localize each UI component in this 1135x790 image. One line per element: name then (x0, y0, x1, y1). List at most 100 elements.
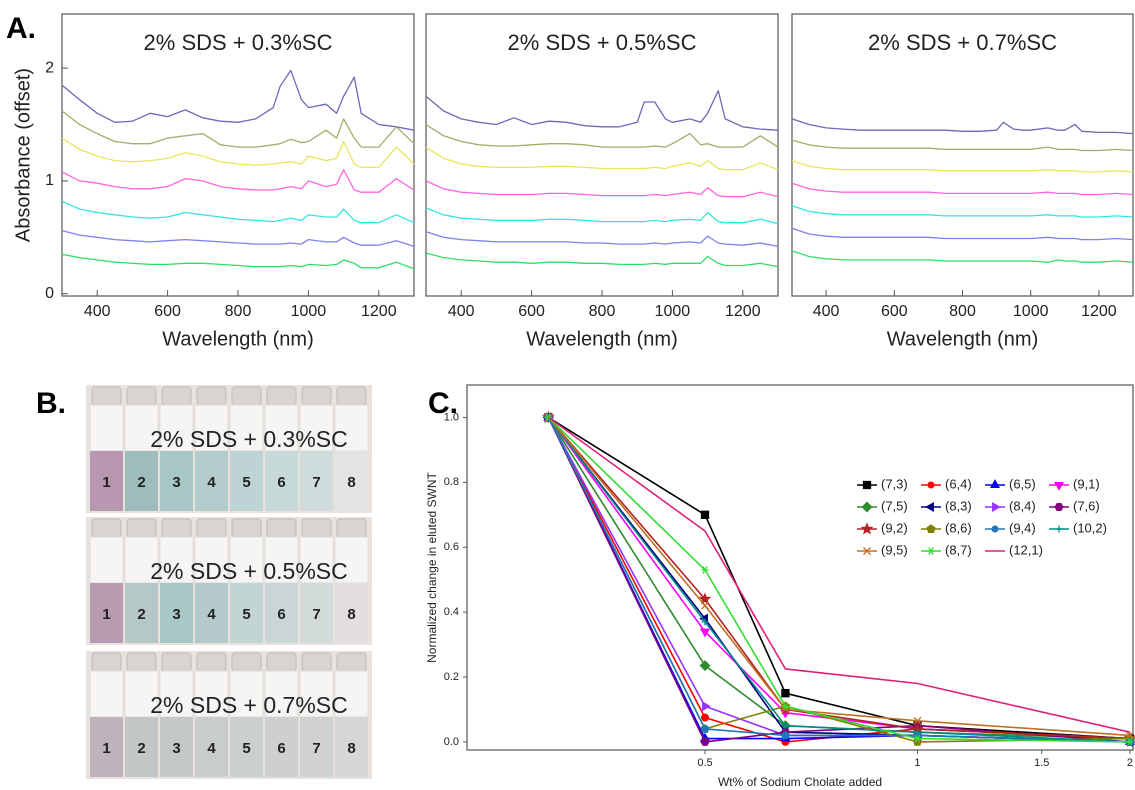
marker (700, 737, 710, 746)
vial-number: 6 (277, 474, 285, 491)
x-tick-label: 2 (1127, 757, 1133, 769)
x-tick-label: 1200 (1081, 303, 1117, 320)
vial-glass (159, 536, 194, 584)
series-line (61, 69, 415, 131)
vial-number: 4 (207, 474, 216, 491)
vial-number: 8 (347, 606, 355, 623)
vial-glass (299, 404, 334, 452)
vial-liquid (300, 717, 333, 777)
series-line (547, 416, 1131, 733)
legend-marker (1055, 525, 1063, 533)
legend-label: (9,4) (1009, 520, 1036, 535)
plot-frame (61, 13, 415, 297)
vial-glass (229, 670, 264, 718)
x-tick-label: 1000 (655, 303, 691, 320)
marker (698, 592, 712, 605)
legend-label: (7,6) (1073, 498, 1100, 513)
vial-cap (266, 386, 297, 406)
series-line (425, 123, 779, 148)
marker (781, 731, 790, 740)
vial-glass (264, 670, 299, 718)
vial-number: 5 (242, 740, 250, 757)
panel-label: A. (6, 12, 36, 45)
legend-marker (863, 547, 871, 555)
vial-number: 1 (102, 606, 110, 623)
legend-marker (992, 501, 1001, 513)
series-line (61, 110, 415, 148)
legend-label: (6,4) (945, 476, 972, 491)
vial-number: 4 (207, 606, 216, 623)
series-line (425, 146, 779, 171)
vial-glass (334, 536, 369, 584)
x-tick-label: 1200 (361, 303, 397, 320)
vial-glass (334, 404, 369, 452)
x-tick-label: 1000 (1013, 303, 1049, 320)
vial-cap (161, 652, 192, 672)
series-line (61, 253, 415, 270)
vial-number: 5 (242, 474, 250, 491)
vial-number: 1 (102, 740, 110, 757)
marker (913, 734, 921, 743)
vial-cap (196, 518, 227, 538)
vial-liquid (265, 583, 298, 643)
marker (781, 722, 789, 730)
legend-marker (860, 522, 874, 535)
legend-label: (9,2) (881, 520, 908, 535)
vial-glass (159, 670, 194, 718)
legend-label: (10,2) (1073, 520, 1107, 535)
legend-marker (1054, 503, 1064, 511)
vial-number: 4 (207, 740, 216, 757)
vial-number: 7 (312, 474, 320, 491)
marker (700, 510, 710, 519)
legend-label: (8,7) (945, 542, 972, 557)
vial-liquid (300, 583, 333, 643)
marker (781, 702, 789, 711)
chart-title: 2% SDS + 0.7%SC (868, 30, 1057, 55)
legend-marker (925, 501, 934, 513)
y-tick-label: 1 (45, 172, 54, 189)
vial-liquid (125, 717, 158, 777)
marker (781, 689, 790, 698)
vial-glass (299, 536, 334, 584)
vial-number: 5 (242, 606, 250, 623)
vial-liquid (265, 717, 298, 777)
series-line (61, 229, 415, 248)
vial-liquid (230, 717, 263, 777)
y-tick-label: 1.0 (444, 411, 459, 423)
vial-cap (196, 386, 227, 406)
vial-liquid (90, 717, 123, 777)
marker (701, 566, 709, 574)
x-tick-label: 600 (154, 303, 181, 320)
vial-number: 2 (137, 474, 145, 491)
legend-label: (9,1) (1073, 476, 1100, 491)
vial-cap (336, 518, 367, 538)
vial-cap (231, 518, 262, 538)
x-tick-label: 1200 (725, 303, 761, 320)
y-tick-label: 0.8 (444, 476, 459, 488)
vial-cap (231, 386, 262, 406)
y-tick-label: 0.0 (444, 736, 459, 748)
series-line (791, 182, 1134, 196)
marker (701, 724, 710, 733)
vial-number: 6 (277, 740, 285, 757)
vial-liquid (300, 451, 333, 511)
legend-marker (927, 547, 935, 555)
vial-glass (264, 404, 299, 452)
x-tick-label: 1.5 (1034, 757, 1049, 769)
legend-marker (926, 524, 936, 533)
vial-glass (264, 536, 299, 584)
vial-number: 3 (172, 474, 180, 491)
x-tick-label: 600 (881, 303, 908, 320)
legend-label: (8,4) (1009, 498, 1036, 513)
vial-liquid (230, 583, 263, 643)
y-tick-label: 0.6 (444, 541, 459, 553)
x-tick-label: 800 (589, 303, 616, 320)
legend-label: (7,5) (881, 498, 908, 513)
series-line (791, 159, 1134, 173)
vial-cap (301, 386, 332, 406)
photo-caption: 2% SDS + 0.3%SC (150, 426, 348, 452)
y-tick-label: 0 (45, 285, 54, 302)
series-line (791, 250, 1134, 263)
vial-number: 1 (102, 474, 110, 491)
series-line (791, 139, 1134, 152)
